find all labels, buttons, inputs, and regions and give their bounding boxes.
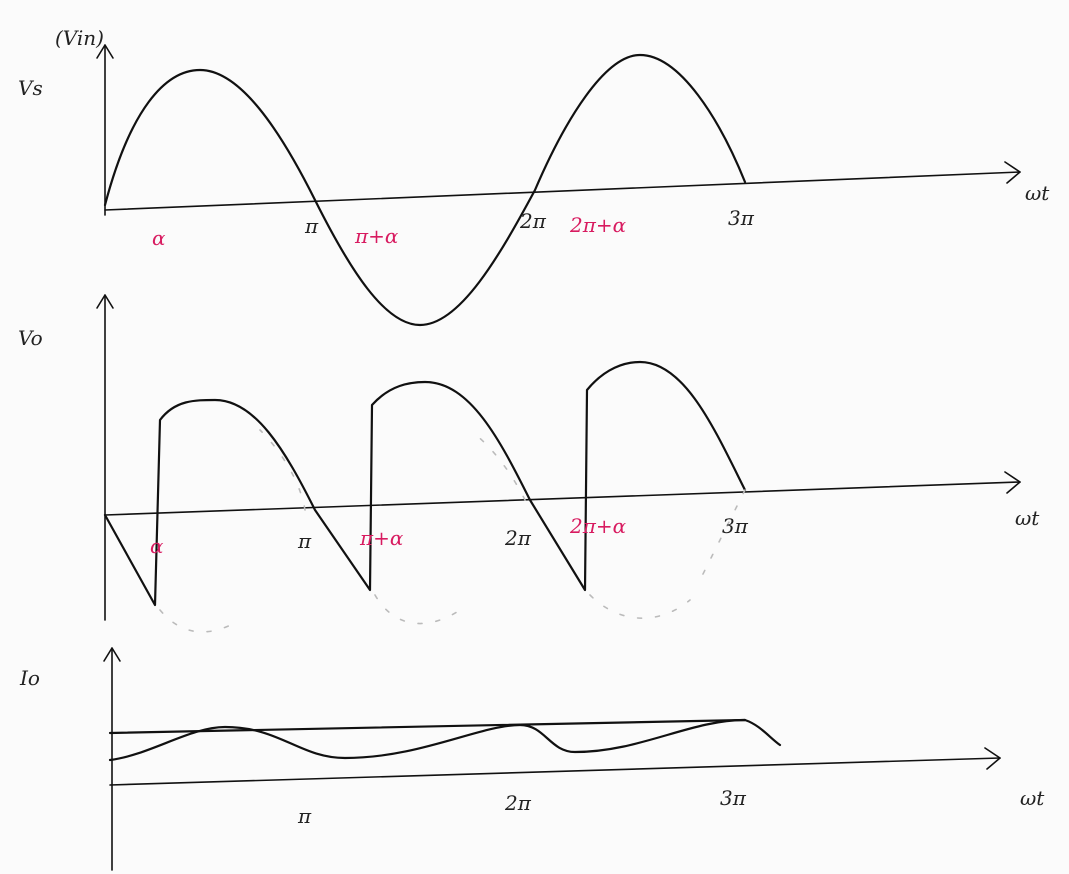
reference-wave	[160, 430, 745, 632]
x-label: ωt	[1015, 506, 1040, 530]
tick-label: π	[304, 214, 319, 238]
vo-wave	[105, 362, 745, 605]
tick-label: α	[152, 226, 166, 250]
y-label: Io	[19, 666, 40, 690]
tick-label: π	[297, 529, 312, 553]
x-axis	[105, 482, 1020, 515]
tick-label: 2π	[504, 791, 532, 815]
io-panel: Io ωt π 2π 3π	[19, 648, 1045, 870]
x-axis	[110, 758, 1000, 785]
tick-label: 3π	[728, 206, 755, 230]
tick-label: 3π	[722, 514, 749, 538]
tick-label: α	[150, 534, 164, 558]
y-label-top: (Vin)	[55, 26, 104, 50]
x-axis	[105, 172, 1020, 210]
diagram: (Vin) Vs ωt α π π+α 2π 2π+α 3π Vo ωt α π…	[0, 0, 1069, 874]
vs-panel: (Vin) Vs ωt α π π+α 2π 2π+α 3π	[18, 26, 1050, 325]
vo-panel: Vo ωt α π π+α 2π 2π+α 3π	[18, 295, 1040, 632]
tick-label: π	[297, 804, 312, 828]
x-label: ωt	[1025, 181, 1050, 205]
tick-label: 2π	[519, 209, 547, 233]
y-label: Vs	[18, 76, 43, 100]
tick-label: π+α	[359, 526, 404, 550]
y-label: Vo	[18, 326, 43, 350]
tick-label: 2π+α	[569, 213, 627, 237]
vs-wave	[105, 55, 745, 325]
tick-label: 2π+α	[569, 514, 627, 538]
tick-label: π+α	[354, 224, 399, 248]
tick-label: 3π	[720, 786, 747, 810]
tick-label: 2π	[504, 526, 532, 550]
x-label: ωt	[1020, 786, 1045, 810]
average-line	[110, 720, 745, 733]
